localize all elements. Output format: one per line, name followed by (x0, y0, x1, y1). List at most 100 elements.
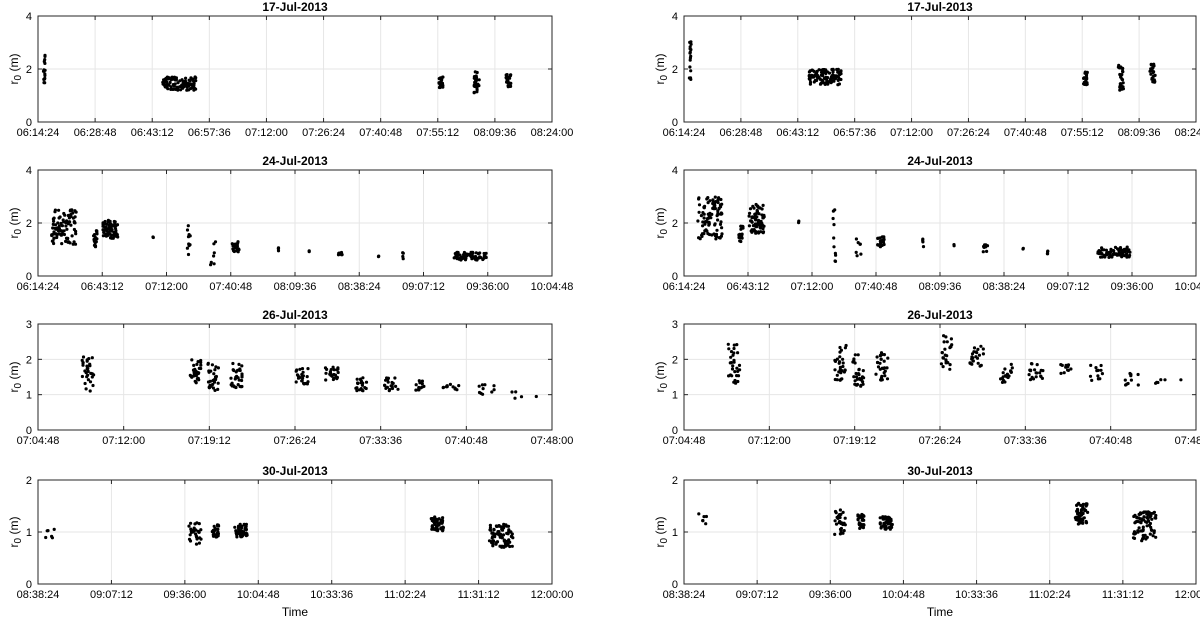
data-point (1131, 536, 1136, 540)
data-point (88, 380, 93, 384)
data-point (387, 389, 391, 393)
x-tick-label: 08:38:24 (338, 281, 381, 293)
data-point (715, 214, 719, 218)
data-point (513, 396, 517, 400)
data-point (1080, 513, 1084, 517)
data-point (495, 524, 499, 529)
data-point (838, 532, 843, 536)
data-point (474, 251, 478, 255)
data-point (234, 530, 238, 534)
x-tick-label: 07:12:00 (890, 127, 933, 139)
data-point (361, 381, 365, 385)
data-point (80, 358, 84, 362)
data-point (1119, 75, 1123, 79)
data-point (859, 384, 863, 388)
data-point (748, 211, 752, 215)
data-point (198, 536, 202, 540)
y-axis-label: r0 (m) (7, 517, 24, 548)
data-point (878, 516, 882, 520)
data-point (841, 510, 845, 514)
data-point (1136, 530, 1140, 534)
data-point (209, 260, 213, 264)
data-point (921, 245, 926, 249)
data-point (716, 218, 720, 222)
data-point (52, 219, 56, 223)
data-point (451, 385, 455, 389)
data-point (1149, 528, 1153, 532)
y-axis-label: r0 (m) (653, 54, 670, 85)
data-point (53, 226, 57, 230)
data-point (737, 363, 742, 367)
data-point (188, 78, 192, 82)
x-tick-label: 09:07:12 (402, 281, 445, 293)
data-point (832, 236, 836, 240)
data-points (80, 355, 538, 400)
data-point (708, 199, 712, 203)
x-tick-label: 07:19:12 (188, 435, 231, 447)
data-point (394, 384, 398, 388)
data-point (355, 389, 359, 393)
data-point (1109, 247, 1113, 251)
data-point (1148, 532, 1152, 536)
data-point (713, 204, 717, 208)
data-point (839, 70, 843, 74)
data-point (1123, 378, 1127, 382)
data-point (715, 228, 719, 232)
x-tick-label: 08:38:24 (17, 589, 60, 601)
data-point (1010, 366, 1014, 370)
subplot-title: 24-Jul-2013 (262, 154, 328, 168)
data-point (103, 222, 107, 226)
data-point (471, 250, 475, 254)
data-point (750, 230, 754, 234)
data-point (383, 383, 387, 388)
subplot-5: 07:04:48 07:12:00 07:19:12 07:26:24 07:33:36… (7, 308, 573, 447)
data-point (1121, 81, 1125, 85)
data-point (238, 384, 242, 389)
data-point (702, 216, 706, 220)
data-point (193, 522, 197, 526)
data-point (943, 347, 947, 351)
x-tick-label: 07:12:00 (791, 281, 834, 293)
data-point (401, 254, 405, 259)
data-point (1152, 74, 1156, 78)
data-point (838, 345, 842, 350)
data-point (237, 525, 241, 529)
data-point (688, 58, 692, 62)
x-tick-label: 08:09:36 (473, 127, 516, 139)
data-point (1081, 504, 1085, 508)
data-point (688, 50, 692, 54)
x-tick-label: 06:14:24 (17, 127, 60, 139)
data-point (1112, 249, 1116, 253)
data-point (842, 529, 846, 533)
data-point (50, 239, 55, 243)
y-tick-label: 2 (26, 64, 32, 76)
data-point (1099, 255, 1103, 259)
data-point (1100, 246, 1104, 250)
x-tick-label: 10:33:36 (310, 589, 353, 601)
data-point (942, 334, 946, 338)
data-point (732, 358, 736, 362)
data-point (821, 68, 825, 72)
data-point (151, 235, 155, 240)
subplot-8: 08:38:24 09:07:12 09:36:00 10:04:48 10:33:36… (653, 464, 1200, 619)
x-axis-label: Time (927, 605, 954, 619)
data-point (497, 524, 501, 528)
data-point (825, 80, 829, 85)
x-tick-label: 06:14:24 (663, 281, 706, 293)
data-point (479, 391, 483, 395)
data-point (171, 87, 175, 91)
data-point (93, 244, 98, 248)
data-point (1112, 251, 1116, 255)
data-point (1144, 520, 1148, 524)
data-point (716, 200, 720, 205)
data-point (816, 74, 820, 78)
data-point (505, 78, 509, 82)
subplot-title: 26-Jul-2013 (907, 308, 973, 322)
data-point (81, 363, 85, 367)
data-point (821, 74, 825, 78)
data-point (738, 368, 742, 372)
y-tick-label: 3 (26, 319, 32, 331)
data-point (999, 377, 1003, 381)
data-point (307, 249, 311, 253)
data-point (197, 541, 201, 545)
